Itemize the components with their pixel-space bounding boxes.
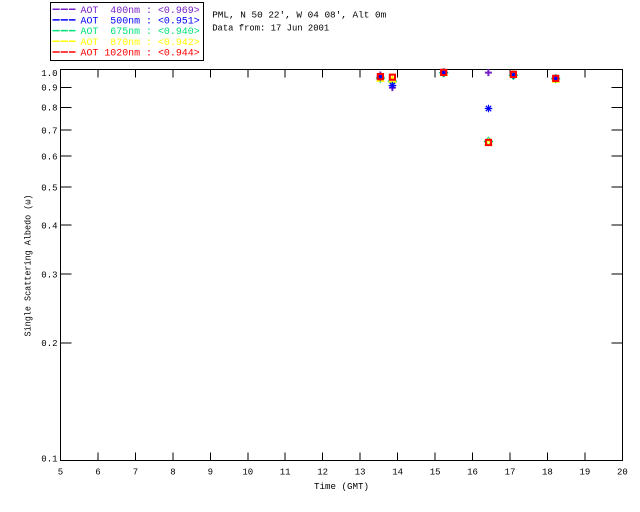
svg-text:0.1: 0.1 (41, 455, 57, 465)
svg-text:0.4: 0.4 (41, 221, 57, 231)
svg-text:0.6: 0.6 (41, 153, 57, 163)
svg-text:19: 19 (579, 468, 590, 478)
svg-text:0.9: 0.9 (41, 84, 57, 94)
svg-text:0.8: 0.8 (41, 104, 57, 114)
svg-text:12: 12 (317, 468, 328, 478)
svg-text:16: 16 (467, 468, 478, 478)
svg-text:8: 8 (170, 468, 175, 478)
svg-text:20: 20 (617, 468, 628, 478)
svg-text:0.3: 0.3 (41, 270, 57, 280)
svg-text:AOT 400nm : <0.969>: AOT 400nm : <0.969> (81, 6, 200, 17)
svg-text:Time (GMT): Time (GMT) (314, 482, 369, 492)
svg-text:AOT 870nm : <0.942>: AOT 870nm : <0.942> (81, 38, 200, 49)
svg-text:0.2: 0.2 (41, 339, 57, 349)
svg-text:15: 15 (430, 468, 441, 478)
svg-text:AOT 500nm : <0.951>: AOT 500nm : <0.951> (81, 17, 200, 28)
svg-text:7: 7 (133, 468, 138, 478)
svg-text:Single Scattering Albedo (ω): Single Scattering Albedo (ω) (24, 195, 34, 337)
svg-text:17: 17 (505, 468, 516, 478)
svg-text:0.5: 0.5 (41, 184, 57, 194)
svg-text:PML, N 50 22', W 04 08', Alt 0: PML, N 50 22', W 04 08', Alt 0m (212, 10, 386, 21)
svg-text:AOT 1020nm : <0.944>: AOT 1020nm : <0.944> (81, 49, 200, 60)
svg-text:18: 18 (542, 468, 553, 478)
svg-text:6: 6 (95, 468, 100, 478)
svg-text:13: 13 (355, 468, 366, 478)
svg-text:9: 9 (208, 468, 213, 478)
svg-text:10: 10 (242, 468, 253, 478)
svg-text:5: 5 (58, 468, 63, 478)
svg-text:0.7: 0.7 (41, 126, 57, 136)
svg-text:11: 11 (280, 468, 291, 478)
svg-text:14: 14 (392, 468, 403, 478)
svg-text:Data from: 17 Jun 2001: Data from: 17 Jun 2001 (212, 22, 329, 33)
svg-text:AOT 675nm : <0.940>: AOT 675nm : <0.940> (81, 27, 200, 38)
svg-text:1.0: 1.0 (41, 69, 57, 79)
